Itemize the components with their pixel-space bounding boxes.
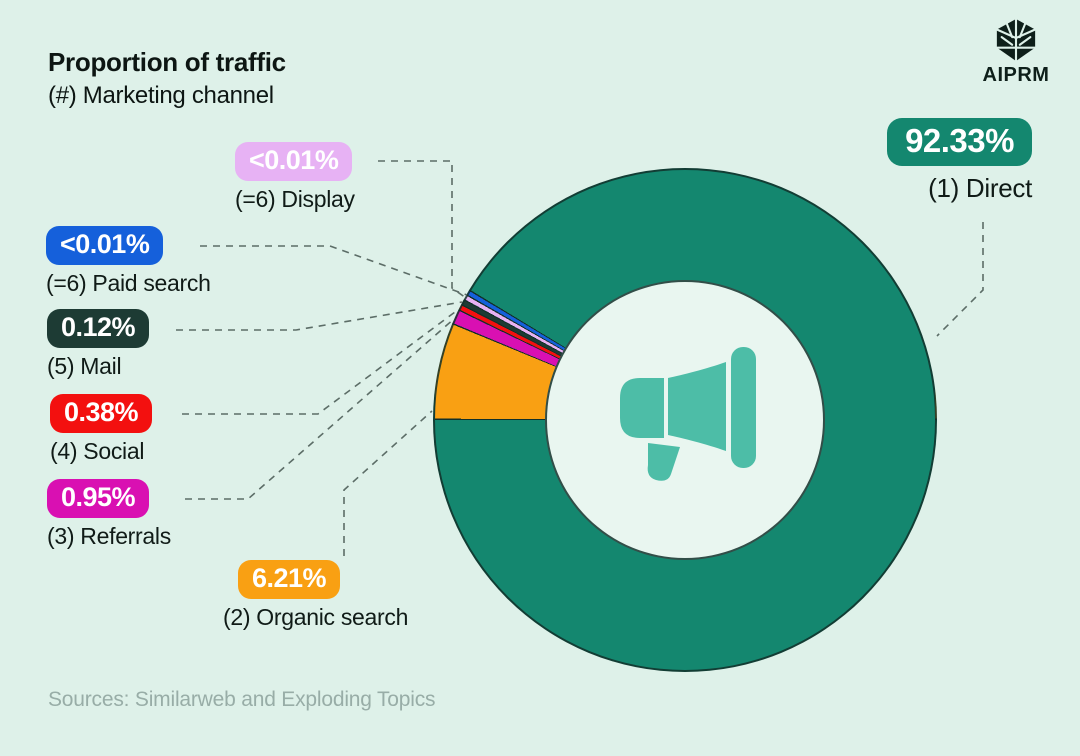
connector-referrals [185,317,456,500]
callout-social: 0.38% (4) Social [50,394,153,465]
title-block: Proportion of traffic (#) Marketing chan… [48,47,286,110]
channel-label-mail: (5) Mail [47,353,122,379]
channel-label-direct: (1) Direct [928,173,1032,203]
chart-title: Proportion of traffic [48,47,286,77]
channel-label-organic-search: (2) Organic search [223,604,409,630]
chart-subtitle: (#) Marketing channel [48,81,274,109]
callout-referrals: 0.95% (3) Referrals [47,479,171,550]
channel-label-paid-search: (=6) Paid search [46,270,211,296]
callout-organic-search: 6.21% (2) Organic search [223,560,408,631]
connector-organic [343,410,433,556]
percent-badge-paid-search: <0.01% [46,226,164,265]
donut-hole [545,280,825,560]
channel-label-referrals: (3) Referrals [47,523,171,549]
percent-badge-direct: 92.33% [887,118,1032,166]
channel-label-social: (4) Social [50,438,145,464]
callout-mail: 0.12% (5) Mail [47,309,150,380]
connector-direct [936,222,984,337]
connector-social [182,308,460,415]
aiprm-logo: AIPRM [974,18,1058,87]
connector-mail [176,301,463,331]
percent-badge-mail: 0.12% [47,309,150,348]
callout-paid-search: <0.01% (=6) Paid search [46,226,211,297]
percent-badge-organic-search: 6.21% [238,560,341,599]
aiprm-logo-icon [974,18,1058,62]
percent-badge-social: 0.38% [50,394,153,433]
connector-display [378,160,467,299]
megaphone-icon [610,343,760,498]
donut-chart [433,168,937,672]
callout-direct: 92.33% (1) Direct [887,118,1032,204]
percent-badge-referrals: 0.95% [47,479,150,518]
callout-display: <0.01% (=6) Display [235,142,355,213]
connector-paid [200,245,468,296]
sources-note: Sources: Similarweb and Exploding Topics [48,688,436,711]
aiprm-logo-text: AIPRM [982,64,1050,86]
percent-badge-display: <0.01% [235,142,353,181]
channel-label-display: (=6) Display [235,186,355,212]
